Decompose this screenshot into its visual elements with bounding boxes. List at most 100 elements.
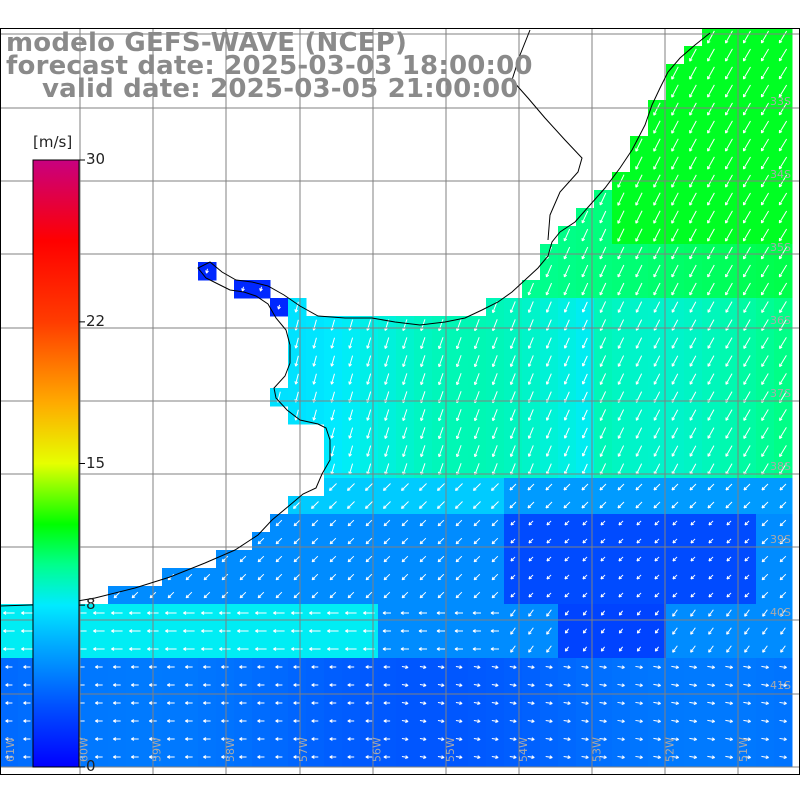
- wind-arrow: [509, 445, 516, 458]
- wind-arrow: [255, 611, 267, 615]
- wind-arrow: [291, 629, 303, 633]
- wind-arrow: [689, 665, 697, 670]
- wind-arrow: [654, 538, 660, 544]
- wind-arrow: [23, 755, 31, 759]
- wind-arrow: [328, 483, 337, 492]
- wind-arrow: [760, 84, 770, 98]
- wind-arrow: [779, 373, 787, 386]
- wind-arrow: [599, 427, 607, 439]
- wind-arrow: [617, 228, 625, 242]
- wind-arrow: [294, 337, 299, 349]
- wind-arrow: [725, 210, 733, 224]
- wind-arrow: [671, 264, 679, 278]
- wind-arrow: [419, 537, 427, 545]
- wind-arrow: [129, 629, 141, 633]
- wind-arrow: [384, 337, 390, 349]
- wind-arrow: [5, 665, 13, 669]
- wind-arrow: [437, 445, 444, 458]
- wind-arrow: [384, 355, 390, 367]
- wind-arrow: [509, 483, 517, 491]
- wind-arrow: [760, 210, 770, 224]
- wind-arrow: [545, 755, 553, 760]
- wind-arrow: [761, 719, 769, 724]
- wind-arrow: [761, 519, 769, 527]
- wind-arrow: [582, 610, 588, 616]
- wind-arrow: [312, 373, 317, 385]
- wind-arrow: [744, 574, 750, 580]
- wind-arrow: [131, 683, 139, 687]
- wind-arrow: [742, 48, 751, 62]
- wind-vector-field: [3, 30, 788, 760]
- wind-arrow: [255, 647, 267, 651]
- wind-arrow: [635, 719, 643, 724]
- wind-arrow: [293, 665, 301, 669]
- wind-arrow: [635, 483, 643, 491]
- wind-arrow: [165, 629, 177, 633]
- wind-arrow: [599, 228, 607, 242]
- wind-arrow: [581, 337, 588, 349]
- wind-arrow: [293, 755, 301, 759]
- wind-arrow: [708, 556, 714, 562]
- wind-arrow: [454, 647, 463, 651]
- wind-arrow: [293, 591, 301, 599]
- wind-arrow: [779, 573, 787, 581]
- wind-arrow: [671, 665, 679, 670]
- wind-arrow: [689, 66, 697, 80]
- wind-arrow: [582, 574, 588, 580]
- wind-arrow: [346, 501, 355, 510]
- wind-arrow: [400, 501, 409, 510]
- wind-arrow: [366, 409, 372, 421]
- wind-arrow: [707, 355, 715, 367]
- wind-arrow: [726, 538, 732, 544]
- wind-arrow: [761, 537, 769, 545]
- wind-arrow: [564, 610, 570, 616]
- wind-arrow: [219, 629, 231, 633]
- wind-arrow: [527, 373, 534, 385]
- wind-arrow: [472, 611, 481, 615]
- wind-arrow: [581, 301, 588, 313]
- wind-arrow: [437, 591, 445, 599]
- wind-arrow: [707, 120, 715, 134]
- wind-arrow: [563, 264, 571, 278]
- wind-arrow: [436, 501, 445, 510]
- wind-arrow: [312, 355, 317, 367]
- wind-arrow: [131, 719, 139, 723]
- wind-arrow: [455, 737, 463, 741]
- latitude-label: 38S: [770, 460, 791, 473]
- wind-arrow: [418, 629, 427, 633]
- wind-arrow: [237, 647, 249, 651]
- wind-arrow: [473, 555, 481, 563]
- wind-arrow: [581, 737, 589, 742]
- wind-arrow: [131, 665, 139, 669]
- wind-arrow: [383, 519, 391, 527]
- wind-arrow: [653, 138, 661, 152]
- wind-arrow: [113, 755, 121, 759]
- latitude-label: 33S: [770, 95, 791, 108]
- wind-arrow: [509, 301, 516, 314]
- wind-arrow: [689, 683, 697, 688]
- wind-arrow: [402, 373, 408, 385]
- wind-arrow: [599, 719, 607, 724]
- wind-arrow: [401, 573, 409, 581]
- wind-arrow: [311, 755, 319, 759]
- wind-arrow: [779, 483, 787, 491]
- wind-arrow: [725, 683, 733, 688]
- wind-arrow: [778, 156, 788, 170]
- wind-arrow: [779, 337, 787, 350]
- wind-arrow: [167, 683, 175, 687]
- wind-arrow: [708, 520, 714, 526]
- wind-arrow: [257, 537, 265, 545]
- wind-arrow: [599, 737, 607, 742]
- wind-arrow: [761, 373, 769, 385]
- coastline-path: [0, 32, 711, 607]
- wind-arrow: [707, 102, 715, 116]
- wind-arrow: [635, 665, 643, 670]
- wind-arrow: [762, 609, 768, 617]
- wind-speed-field: [0, 28, 793, 767]
- wind-arrow: [563, 246, 571, 260]
- wind-arrow: [581, 719, 589, 724]
- wind-arrow: [473, 355, 480, 368]
- wind-arrow: [221, 591, 229, 599]
- wind-arrow: [454, 483, 463, 492]
- wind-arrow: [275, 701, 283, 705]
